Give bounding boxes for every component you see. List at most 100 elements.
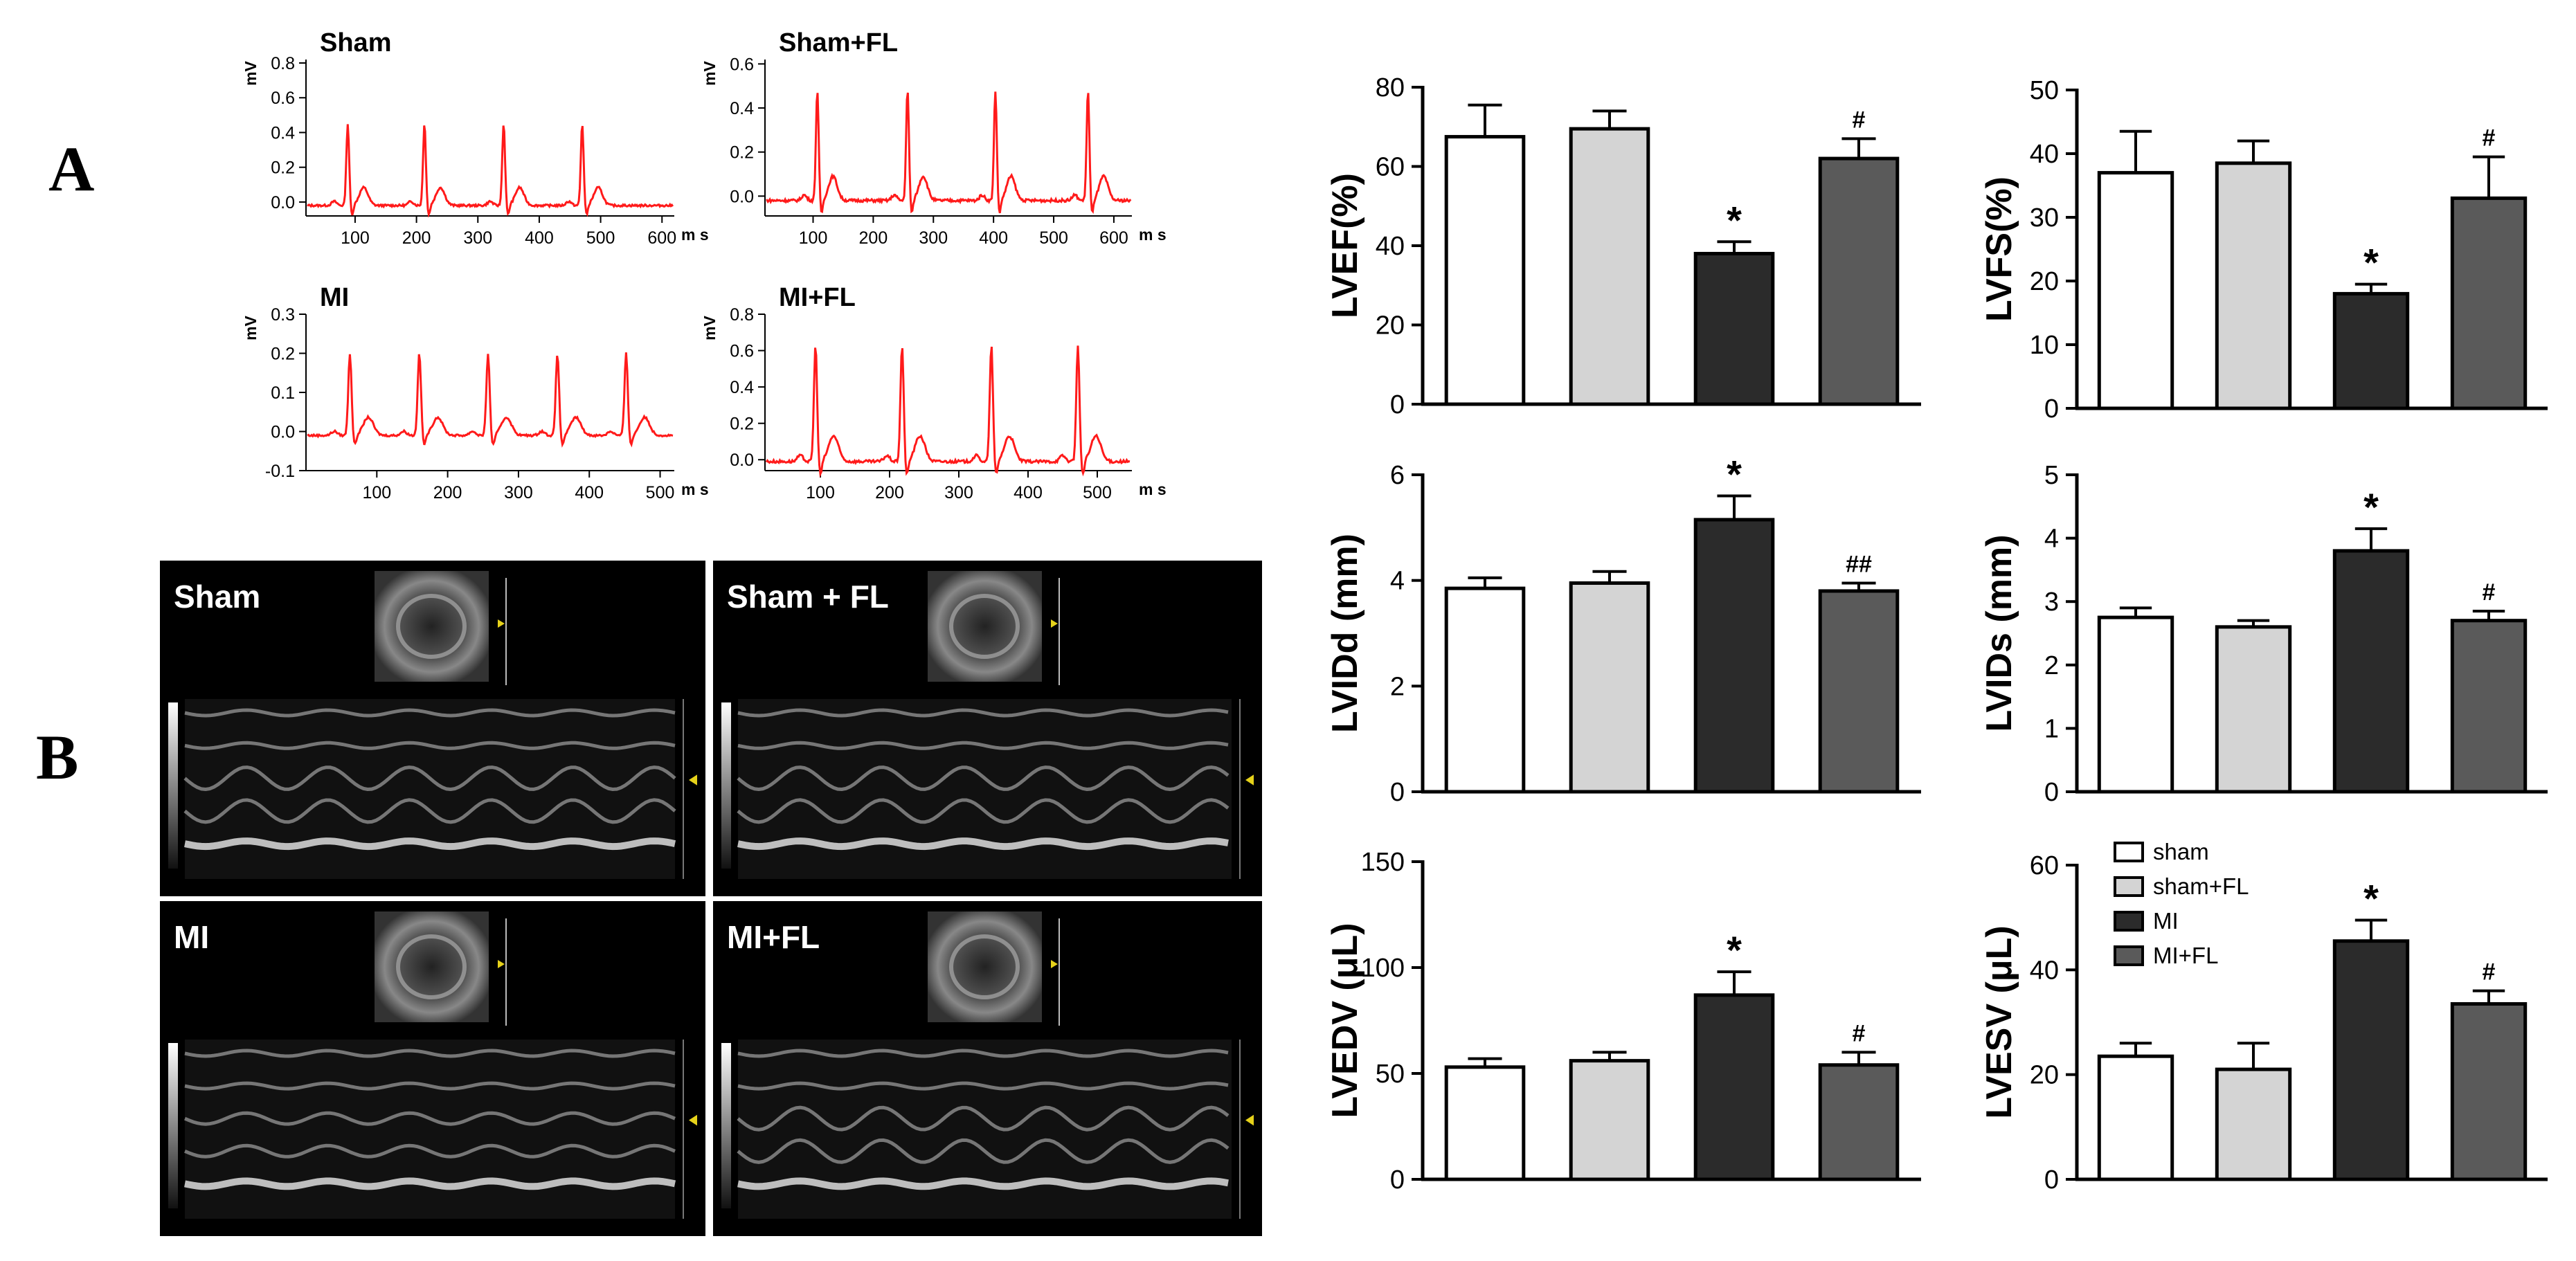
echo-mmode-band [737,765,1230,792]
bar-ytick-label: 10 [2030,331,2059,360]
bar-sham+FL [2215,161,2292,410]
bar-ytick-label: 100 [1361,954,1405,983]
ecg-xtick-label: 300 [944,483,973,502]
bar-MI+FL [1818,589,1900,794]
bar-sham [1444,1065,1526,1181]
ecg-ytick-label: 0.6 [271,89,295,108]
legend-label-2: MI [2153,908,2179,934]
bar-ytick-label: 2 [1390,672,1405,701]
bar-ytick-label: 0 [2044,778,2059,807]
ecg-xtick-label: 300 [504,483,533,502]
ecg-panel-1: 0.6 0.4 0.2 0.0 100 200 300 400 500 600 mV m s Sham+… [701,28,1167,248]
ecg-trace-2 [307,352,674,448]
ecg-xtick-label: 200 [433,483,462,502]
echo-right-marker [1245,1114,1254,1126]
echo-mmode-band [184,1143,676,1159]
echo-mmode-field [738,1040,1232,1219]
bar-MI [2332,549,2410,794]
bar-MI+FL [1818,156,1900,406]
ecg-panel-title: Sham [320,28,391,57]
bar-sham+FL [2215,625,2292,794]
ecg-xtick-label: 200 [402,228,431,248]
echo-focus-marker [1051,960,1058,968]
echo-mmode-band [184,837,676,851]
bar-ytick-label: 40 [2030,956,2059,985]
echo-panels: Sham Sham + FL MI MI+FL [160,561,1262,1236]
ecg-ytick-label: 0.8 [271,54,295,73]
echo-panel-label: MI [174,919,209,955]
ecg-panel-3: 0.8 0.6 0.4 0.2 0.0 100 200 300 400 500 mV m s MI+FL [701,283,1167,502]
bar-ytick-label: 0 [1390,390,1405,419]
echo-mmode-band [184,1177,676,1190]
bar-y-label: LVEDV (μL) [1325,923,1365,1118]
bar-sham+FL [1569,581,1650,794]
legend: sham sham+FL MI MI+FL [2114,839,2249,968]
bar-chart-3: 0 1 2 3 4 5 LVIDs (mm) * # [1979,461,2548,807]
bar-y-label: LVEF(%) [1325,173,1365,318]
bar-ytick-label: 40 [2030,140,2059,169]
ecg-y-unit: mV [242,315,260,340]
bar-significance-mark: # [2483,579,2496,606]
echo-panel-label: Sham [174,579,260,615]
ecg-ytick-label: 0.2 [271,345,295,364]
bar-ytick-label: 50 [1376,1060,1405,1089]
bar-ytick-label: 3 [2044,588,2059,617]
bar-sham+FL [1569,127,1650,406]
ecg-ytick-label: 0.2 [730,143,754,163]
bar-MI [1693,518,1775,794]
bar-significance-mark: # [2483,959,2496,986]
echo-mmode-band [184,1049,676,1058]
echo-bmode-ring [396,594,467,659]
ecg-panel-0: 0.8 0.6 0.4 0.2 0.0 100 200 300 400 500 600 mV m s Sh… [242,28,709,248]
echo-mmode-band [184,741,676,750]
echo-gain-bar [168,1043,178,1208]
echo-mmode-band [737,1049,1229,1058]
echo-mmode-band [184,708,676,718]
ecg-panel-title: MI+FL [779,283,856,312]
ecg-ytick-label: 0.0 [271,193,295,212]
ecg-y-unit: mV [242,60,260,85]
bar-chart-1: 0 10 20 30 40 50 LVFS(%) * # [1979,76,2548,424]
ecg-xtick-label: 300 [919,228,948,248]
echo-mmode-band [737,708,1229,718]
bar-chart-4: 0 50 100 150 LVEDV (μL) * # [1325,848,1921,1195]
bar-significance-mark: * [1727,928,1742,972]
bar-y-label: LVIDd (mm) [1325,534,1365,733]
bar-significance-mark: # [1853,1020,1866,1046]
ecg-xtick-label: 100 [341,228,370,248]
bar-ytick-label: 5 [2044,461,2059,490]
bar-MI [2332,291,2410,410]
echo-focus-marker [498,960,505,968]
ecg-y-unit: mV [701,60,719,85]
echo-bmode-inset [928,571,1042,682]
bar-ytick-label: 60 [2030,851,2059,880]
bar-significance-mark: ## [1846,551,1872,577]
ecg-ytick-label: 0.0 [730,451,754,470]
bar-significance-mark: * [1727,453,1742,496]
ecg-ytick-label: 0.4 [730,99,754,118]
bar-significance-mark: # [2483,125,2496,152]
echo-mmode-field [738,699,1232,879]
ecg-xtick-label: 100 [362,483,391,502]
echo-mmode-band [184,1111,676,1126]
ecg-ytick-label: 0.4 [271,123,295,143]
bar-sham+FL [2215,1067,2292,1181]
ecg-xtick-label: 600 [647,228,676,248]
echo-panel-1: Sham + FL [713,561,1262,896]
ecg-trace-0 [307,124,674,218]
echo-panel-3: MI+FL [713,901,1262,1236]
bar-sham [1444,586,1526,794]
bar-ytick-label: 0 [1390,778,1405,807]
bar-sham [2097,1054,2174,1181]
echo-bmode-ring [949,594,1020,659]
bar-sham [2097,171,2174,410]
ecg-x-unit: m s [681,226,709,244]
echo-panel-label: Sham + FL [727,579,889,615]
bar-ytick-label: 4 [1390,567,1405,596]
legend-label-1: sham+FL [2153,873,2249,899]
ecg-ytick-label: -0.1 [265,462,295,481]
echo-mmode-band [737,1105,1230,1132]
ecg-ytick-label: 0.4 [730,378,754,397]
echo-mmode-field [185,699,675,879]
